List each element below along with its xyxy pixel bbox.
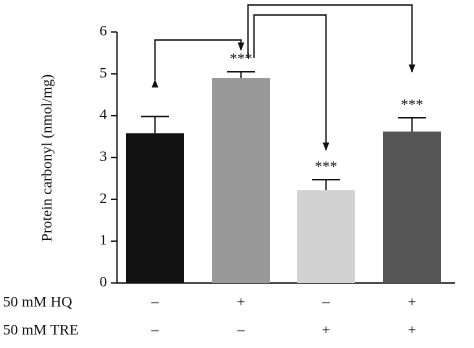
treatment-sign: + bbox=[408, 294, 416, 310]
y-tick-label: 0 bbox=[100, 274, 108, 290]
treatment-sign: – bbox=[321, 294, 330, 310]
treatment-label: 50 mM HQ bbox=[3, 294, 72, 310]
treatment-sign: – bbox=[150, 322, 159, 338]
error-bar bbox=[312, 178, 340, 191]
treatment-label: 50 mM TRE bbox=[3, 322, 79, 338]
treatment-sign: + bbox=[237, 294, 245, 310]
y-tick-label: 1 bbox=[100, 233, 108, 249]
y-tick-label: 2 bbox=[100, 191, 108, 207]
comparison-bracket bbox=[253, 14, 330, 151]
bar bbox=[383, 131, 441, 283]
treatment-sign: + bbox=[408, 322, 416, 338]
comparison-bracket bbox=[247, 4, 416, 73]
significance-label: *** bbox=[230, 51, 253, 67]
treatment-sign: – bbox=[150, 294, 159, 310]
significance-label: *** bbox=[315, 159, 338, 175]
y-tick-label: 6 bbox=[100, 23, 108, 39]
comparison-bracket bbox=[151, 39, 245, 88]
y-tick-label: 3 bbox=[100, 149, 108, 165]
y-axis-label: Protein carbonyl (nmol/mg) bbox=[39, 74, 55, 241]
error-bar bbox=[141, 115, 169, 134]
treatment-sign: – bbox=[236, 322, 245, 338]
y-tick-label: 5 bbox=[100, 65, 108, 81]
bar bbox=[212, 78, 270, 284]
significance-label: *** bbox=[401, 97, 424, 113]
bar bbox=[126, 133, 184, 283]
error-bar bbox=[398, 117, 426, 132]
error-bar bbox=[227, 71, 255, 79]
y-tick-label: 4 bbox=[100, 107, 108, 123]
treatment-sign: + bbox=[322, 322, 330, 338]
bar bbox=[297, 190, 355, 283]
